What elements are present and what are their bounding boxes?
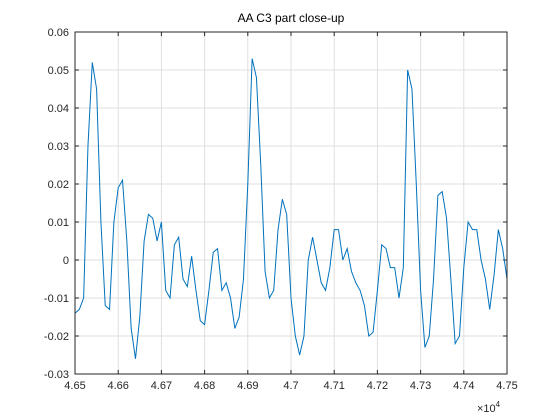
y-tick-label: -0.01 [44,293,69,305]
x-tick-label: 4.7 [283,380,298,392]
x-exponent-power: 4 [496,400,501,409]
x-tick-label: 4.69 [237,380,258,392]
x-tick-label: 4.74 [453,380,474,392]
data-line [74,58,508,359]
axes-box [74,31,508,375]
x-tick-label: 4.75 [496,380,517,392]
x-tick-label: 4.72 [367,380,388,392]
y-tick-label: -0.02 [44,331,69,343]
y-tick-label: 0 [63,255,69,267]
x-tick-label: 4.65 [64,380,85,392]
x-tick-label: 4.68 [194,380,215,392]
y-tick-label: 0.02 [48,179,69,191]
y-tick-label: 0.06 [48,27,69,39]
y-tick-label: 0.04 [48,103,69,115]
y-tick-label: -0.03 [44,369,69,381]
x-tick-label: 4.73 [410,380,431,392]
chart-title: AA C3 part close-up [238,11,345,25]
x-tick-label: 4.71 [323,380,344,392]
y-tick-label: 0.05 [48,65,69,77]
y-tick-label: 0.01 [48,217,69,229]
x-tick-label: 4.66 [107,380,128,392]
y-tick-label: 0.03 [48,141,69,153]
x-exponent-base: ×10 [477,403,496,415]
x-exponent-label: ×104 [477,400,501,415]
x-tick-label: 4.67 [151,380,172,392]
